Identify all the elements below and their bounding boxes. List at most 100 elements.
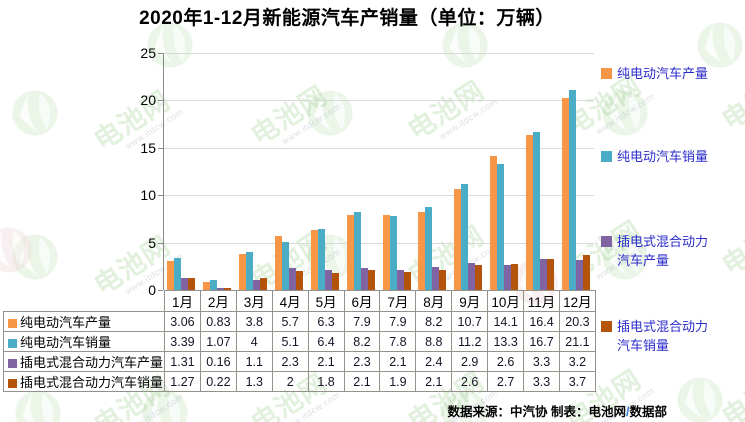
table-cell: 2.3 <box>271 351 309 372</box>
bar <box>288 268 296 290</box>
table-cell: 8.2 <box>343 331 381 352</box>
table-cell: 3.8 <box>235 311 273 332</box>
y-axis-tick <box>158 195 163 197</box>
bar <box>295 271 303 290</box>
bar <box>490 156 498 290</box>
bar <box>475 265 483 290</box>
bar <box>403 272 411 290</box>
table-month-header: 10月 <box>487 290 525 312</box>
source-dept: 数据部 <box>629 405 667 419</box>
bar <box>174 257 181 290</box>
source-text: 数据来源：中汽协 制表：电池网 <box>447 405 626 419</box>
plot-area <box>163 53 594 290</box>
table-cell: 2.3 <box>343 351 381 372</box>
bar <box>382 215 390 290</box>
bar <box>331 272 339 290</box>
bar <box>259 277 267 290</box>
source-slash: / <box>626 405 630 419</box>
bar <box>346 215 354 290</box>
table-cell: 21.1 <box>558 331 596 352</box>
bar <box>497 163 505 290</box>
table-row: 纯电动汽车产量 3.06 0.83 3.8 5.7 6.3 7.9 7.9 8.2 10.7 14.… <box>3 311 596 332</box>
bar-group-5月 <box>307 53 343 290</box>
table-cell: 0.83 <box>199 311 237 332</box>
watermark-logo-icon <box>11 233 59 286</box>
table-spacer-cell <box>4 291 165 312</box>
gridline <box>163 147 594 149</box>
bar <box>181 277 188 290</box>
table-month-header: 11月 <box>523 290 560 312</box>
legend-swatch <box>601 321 612 332</box>
bar <box>540 258 548 290</box>
y-axis-line <box>163 53 164 290</box>
table-cell: 2 <box>271 371 309 392</box>
table-cell: 2.7 <box>487 371 525 392</box>
table-cell: 4 <box>235 331 273 352</box>
table-cell: 0.22 <box>199 371 237 392</box>
table-cell: 6.4 <box>307 331 345 352</box>
watermark-logo-icon <box>0 226 33 279</box>
table-cell: 3.3 <box>523 351 560 372</box>
bar <box>353 212 361 290</box>
table-cell: 8.8 <box>415 331 453 352</box>
bar <box>310 230 318 290</box>
table-cell: 7.9 <box>343 311 381 332</box>
watermark-url-text: www.itdcw.com <box>280 389 343 422</box>
bar <box>396 270 404 290</box>
table-cell: 3.7 <box>558 371 596 392</box>
table-cell: 2.9 <box>451 351 489 372</box>
y-axis-tick <box>158 242 163 244</box>
bar-group-12月 <box>558 53 594 290</box>
bar <box>504 265 512 290</box>
y-axis-tick <box>158 100 163 102</box>
bar-group-10月 <box>486 53 522 290</box>
y-axis-tick-label: 10 <box>140 187 156 204</box>
table-cell: 3.3 <box>523 371 560 392</box>
bar <box>245 252 253 290</box>
data-table: 1月 2月 3月 4月 5月 6月 7月 8月 9月 10月 11月 12月 纯电动汽车产量 3.06 0.… <box>3 290 596 392</box>
bar <box>418 212 426 290</box>
bar-group-8月 <box>414 53 450 290</box>
bar <box>202 282 210 290</box>
legend-item: 插电式混合动力汽车产量 <box>601 232 717 270</box>
table-row: 插电式混合动力汽车产量 1.31 0.16 1.1 2.3 2.1 2.3 2.1 2.4 2.9… <box>3 351 596 372</box>
bar <box>533 131 541 290</box>
bar <box>209 279 217 290</box>
table-cell: 14.1 <box>487 311 525 332</box>
series-marker <box>8 359 17 368</box>
bar <box>167 261 174 290</box>
bar <box>576 259 584 290</box>
bar <box>252 279 260 290</box>
bar <box>324 270 332 290</box>
table-cell: 2.1 <box>343 371 381 392</box>
table-month-header: 4月 <box>271 290 309 312</box>
bar-group-9月 <box>450 53 486 290</box>
watermark-url-text: www.itdcw.com <box>123 391 186 422</box>
bar <box>216 288 224 290</box>
bar <box>432 267 440 290</box>
table-month-header: 6月 <box>343 290 381 312</box>
table-cell: 2.6 <box>487 351 525 372</box>
table-cell: 1.8 <box>307 371 345 392</box>
table-cell: 5.1 <box>271 331 309 352</box>
bar-group-11月 <box>522 53 558 290</box>
table-cell: 5.7 <box>271 311 309 332</box>
legend-swatch <box>601 236 612 247</box>
y-axis-tick <box>158 147 163 149</box>
table-row-label: 纯电动汽车销量 <box>3 331 165 352</box>
table-cell: 1.27 <box>164 371 201 392</box>
table-cell: 2.1 <box>379 351 417 372</box>
bar <box>468 262 476 290</box>
bar <box>274 235 282 290</box>
table-cell: 16.7 <box>523 331 560 352</box>
chart-title: 2020年1-12月新能源汽车产销量（单位：万辆） <box>139 8 555 29</box>
legend-item: 插电式混合动力汽车销量 <box>601 317 717 355</box>
bar <box>367 270 375 290</box>
table-cell: 13.3 <box>487 331 525 352</box>
table-cell: 1.1 <box>235 351 273 372</box>
table-month-header: 1月 <box>164 290 201 312</box>
table-cell: 2.1 <box>307 351 345 372</box>
legend-label: 纯电动汽车销量 <box>617 149 709 164</box>
table-header-row: 1月 2月 3月 4月 5月 6月 7月 8月 9月 10月 11月 12月 <box>4 290 596 312</box>
